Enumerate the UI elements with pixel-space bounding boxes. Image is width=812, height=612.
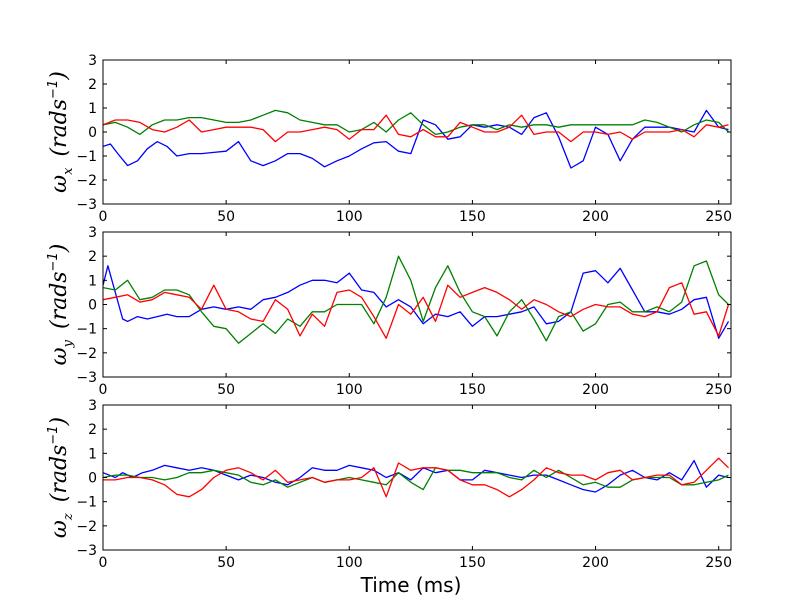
y-tick-label: −1 [76, 495, 97, 511]
y-tick-label: 2 [88, 249, 97, 265]
y-axis-title: ωy (rads−1) [46, 244, 76, 366]
y-tick-label: 3 [88, 398, 97, 414]
y-tick-label: −1 [76, 149, 97, 165]
x-tick-label: 200 [582, 555, 609, 571]
x-tick-label: 150 [459, 555, 486, 571]
x-tick-label: 250 [705, 555, 732, 571]
x-tick-label: 50 [217, 382, 235, 398]
y-tick-label: 3 [88, 53, 97, 69]
x-tick-label: 100 [336, 382, 363, 398]
y-axis-title: ωz (rads−1) [46, 417, 76, 538]
series-line-red [103, 282, 730, 339]
x-tick-label: 0 [99, 382, 108, 398]
x-tick-label: 200 [582, 382, 609, 398]
y-tick-label: 0 [88, 471, 97, 487]
y-tick-label: −2 [76, 346, 97, 362]
series-line-red [103, 457, 729, 498]
y-tick-label: 2 [88, 422, 97, 438]
x-axis-title: Time (ms) [360, 573, 462, 597]
y-tick-label: −2 [76, 519, 97, 535]
series-line-blue [103, 109, 729, 169]
y-tick-label: 2 [88, 77, 97, 93]
series-line-green [103, 109, 729, 136]
x-tick-label: 50 [217, 555, 235, 571]
x-tick-label: 100 [336, 209, 363, 225]
y-tick-label: 1 [88, 273, 97, 289]
y-tick-label: 1 [88, 446, 97, 462]
series-line-green [103, 255, 729, 344]
y-tick-label: 0 [88, 298, 97, 314]
series-line-green [103, 467, 729, 491]
panel-omega-z: −3 −2 −1 0 1 2 3 0 50 100 150 200 250 ωz (rads−1) [46, 398, 732, 571]
y-axis-title: ωx (rads−1) [46, 71, 76, 193]
y-tick-label: 3 [88, 225, 97, 241]
x-tick-label: 250 [705, 382, 732, 398]
y-tick-label: −2 [76, 173, 97, 189]
x-tick-label: 150 [459, 382, 486, 398]
y-tick-label: −1 [76, 322, 97, 338]
y-tick-label: 0 [88, 125, 97, 141]
x-tick-label: 100 [336, 555, 363, 571]
panel-omega-x: −3 −2 −1 0 1 2 3 0 50 100 150 200 250 ωx (rads−1) [46, 53, 732, 225]
x-tick-label: 250 [705, 209, 732, 225]
x-tick-label: 0 [99, 555, 108, 571]
y-tick-label: 1 [88, 101, 97, 117]
x-tick-label: 150 [459, 209, 486, 225]
x-tick-label: 0 [99, 209, 108, 225]
y-tick-label: −3 [76, 370, 97, 386]
series-line-blue [103, 265, 730, 339]
x-tick-label: 50 [217, 209, 235, 225]
y-tick-label: −3 [76, 543, 97, 559]
y-tick-label: −3 [76, 197, 97, 213]
panel-omega-y: −3 −2 −1 0 1 2 3 0 50 100 150 200 250 ωy (rads−1) [46, 225, 732, 398]
series-line-red [103, 114, 729, 143]
x-tick-label: 200 [582, 209, 609, 225]
